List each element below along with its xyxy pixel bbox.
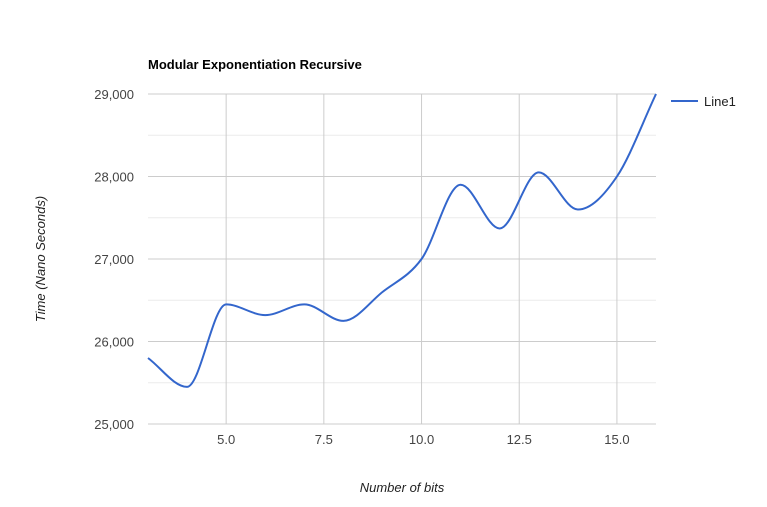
legend: Line1 xyxy=(671,94,736,109)
data-point-0-9 xyxy=(497,225,503,231)
series-layer xyxy=(145,91,659,390)
data-point-0-3 xyxy=(262,312,268,318)
tick-labels: 25,000 26,000 27,000 28,000 29,000 5.0 7.5 10.0… xyxy=(94,87,629,447)
y-tick-label-0: 25,000 xyxy=(94,417,134,432)
data-point-0-11 xyxy=(575,207,581,213)
data-point-0-5 xyxy=(340,318,346,324)
data-point-0-2 xyxy=(223,301,229,307)
gridlines xyxy=(148,93,656,425)
y-axis-title: Time (Nano Seconds) xyxy=(33,196,48,322)
data-point-0-4 xyxy=(301,301,307,307)
data-point-0-8 xyxy=(458,182,464,188)
data-point-0-7 xyxy=(419,256,425,262)
data-point-0-1 xyxy=(184,384,190,390)
y-tick-label-3: 28,000 xyxy=(94,170,134,185)
legend-label-line1: Line1 xyxy=(704,94,736,109)
x-tick-label-0: 5.0 xyxy=(217,432,235,447)
x-tick-label-3: 12.5 xyxy=(507,432,532,447)
data-point-0-12 xyxy=(614,174,620,180)
data-point-0-0 xyxy=(145,355,151,361)
data-point-0-10 xyxy=(536,169,542,175)
x-tick-label-1: 7.5 xyxy=(315,432,333,447)
y-tick-label-2: 27,000 xyxy=(94,252,134,267)
y-tick-label-4: 29,000 xyxy=(94,87,134,102)
x-tick-label-4: 15.0 xyxy=(604,432,629,447)
data-point-0-13 xyxy=(653,91,659,97)
data-point-0-6 xyxy=(379,289,385,295)
x-axis-title: Number of bits xyxy=(360,480,445,495)
y-tick-label-1: 26,000 xyxy=(94,335,134,350)
series-line-0 xyxy=(147,93,657,388)
x-tick-label-2: 10.0 xyxy=(409,432,434,447)
chart-title: Modular Exponentiation Recursive xyxy=(148,57,362,72)
